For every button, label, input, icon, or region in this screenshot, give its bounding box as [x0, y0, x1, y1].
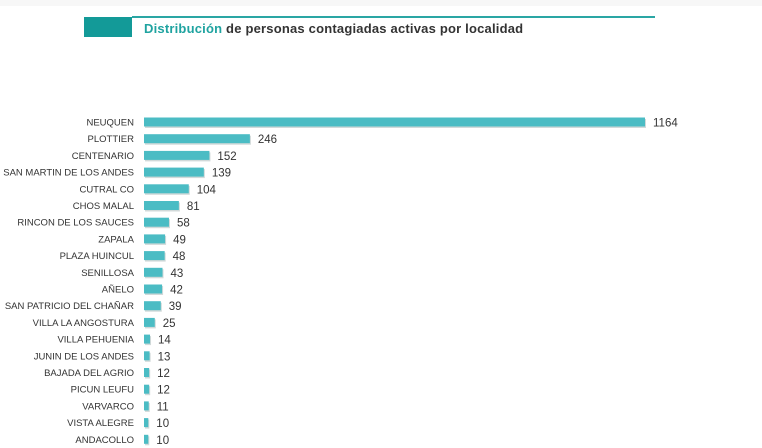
category-label: ZAPALA — [98, 234, 134, 245]
value-label: 81 — [187, 201, 200, 213]
category-label: PLOTTIER — [88, 134, 135, 145]
category-label: AÑELO — [102, 285, 134, 296]
bar — [144, 217, 169, 227]
value-label: 13 — [158, 351, 171, 363]
value-label: 246 — [258, 134, 277, 146]
value-label: 49 — [173, 234, 186, 246]
category-label: CENTENARIO — [72, 151, 134, 162]
category-label: CUTRAL CO — [79, 184, 134, 195]
bar — [144, 434, 149, 444]
header-rule — [132, 16, 655, 18]
category-label: JUNIN DE LOS ANDES — [34, 351, 134, 362]
value-label: 14 — [158, 335, 171, 347]
bar — [144, 401, 149, 411]
value-label: 12 — [157, 385, 170, 397]
top-strip — [0, 0, 762, 6]
bar — [144, 284, 163, 294]
bar — [144, 384, 150, 394]
category-label: NEUQUEN — [86, 118, 134, 129]
value-label: 10 — [156, 418, 169, 430]
category-label: VISTA ALEGRE — [67, 418, 134, 429]
bar — [144, 334, 151, 344]
bar — [144, 418, 149, 428]
category-label: CHOS MALAL — [73, 201, 134, 212]
value-label: 10 — [156, 435, 169, 447]
category-label: SAN PATRICIO DEL CHAÑAR — [5, 301, 134, 312]
value-label: 104 — [197, 184, 217, 196]
category-label: VARVARCO — [82, 401, 134, 412]
bar — [144, 317, 155, 327]
header-accent-block — [84, 17, 132, 37]
value-label: 152 — [217, 151, 236, 163]
bar — [144, 234, 166, 244]
title-rest: de personas contagiadas activas por loca… — [222, 21, 524, 36]
title-accent: Distribución — [144, 21, 223, 36]
bar — [144, 267, 163, 277]
value-label: 1164 — [653, 118, 678, 130]
bar — [144, 134, 250, 144]
value-label: 12 — [157, 368, 170, 380]
bar — [144, 150, 210, 160]
category-label: ANDACOLLO — [75, 435, 134, 446]
value-label: 39 — [169, 301, 182, 313]
bar — [144, 251, 165, 261]
bar — [144, 184, 189, 194]
category-label: VILLA LA ANGOSTURA — [33, 318, 135, 329]
value-label: 43 — [171, 268, 184, 280]
value-label: 25 — [163, 318, 176, 330]
chart-title: Distribución de personas contagiadas act… — [144, 21, 523, 36]
value-label: 11 — [157, 401, 169, 413]
value-label: 48 — [173, 251, 186, 263]
bar — [144, 351, 150, 361]
bar — [144, 167, 204, 177]
bar — [144, 201, 179, 210]
value-label: 42 — [170, 285, 183, 297]
value-label: 139 — [212, 168, 231, 180]
category-label: SENILLOSA — [81, 268, 134, 279]
category-label: PICUN LEUFU — [71, 385, 134, 396]
bar — [144, 368, 150, 377]
value-label: 58 — [177, 218, 190, 230]
category-label: SAN MARTIN DE LOS ANDES — [3, 168, 134, 179]
category-label: VILLA PEHUENIA — [57, 335, 134, 346]
category-label: BAJADA DEL AGRIO — [44, 368, 134, 379]
category-label: PLAZA HUINCUL — [60, 251, 134, 262]
category-label: RINCON DE LOS SAUCES — [17, 218, 134, 229]
bar — [144, 117, 645, 127]
bar — [144, 301, 161, 311]
